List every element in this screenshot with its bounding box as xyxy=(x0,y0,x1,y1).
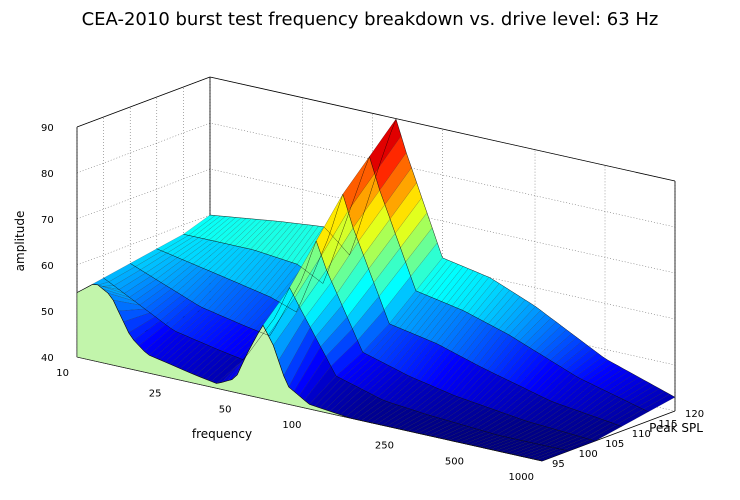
x-tick-label: 50 xyxy=(219,404,232,415)
ticks-layer: 10 25 50 100 250 500 1000 95 100 105 110 115 120 40 50… xyxy=(41,123,704,483)
z-gridline xyxy=(76,214,676,320)
axis-box-edge xyxy=(76,76,211,128)
z-gridline xyxy=(76,168,676,274)
z-tick-label: 60 xyxy=(41,261,54,272)
surface-layer xyxy=(76,118,676,462)
series-trace xyxy=(209,118,676,398)
x-tick-label: 25 xyxy=(149,389,162,400)
z-tick-label: 40 xyxy=(41,353,54,364)
grid-layer xyxy=(76,76,676,462)
x-tick-label: 1000 xyxy=(509,472,534,483)
x-tick-label: 10 xyxy=(56,368,69,379)
z-tick-label: 70 xyxy=(41,215,54,226)
series-trace xyxy=(183,155,649,413)
z-axis-label: amplitude xyxy=(13,211,27,272)
x-tick-label: 250 xyxy=(375,441,394,452)
y-tick-label: 115 xyxy=(658,419,677,430)
z-tick-label: 90 xyxy=(41,123,54,134)
axis-box-edge xyxy=(209,76,676,182)
y-tick-label: 105 xyxy=(605,439,624,450)
y-tick-label: 95 xyxy=(552,459,565,470)
z-tick-label: 80 xyxy=(41,169,54,180)
x-axis-label: frequency xyxy=(192,427,252,441)
series-trace xyxy=(130,240,596,442)
series-trace xyxy=(76,284,543,462)
series-trace xyxy=(156,193,622,427)
chart-title: CEA-2010 burst test frequency breakdown … xyxy=(82,9,659,30)
x-tick-label: 500 xyxy=(445,456,464,467)
x-tick-label: 100 xyxy=(282,420,301,431)
z-gridline xyxy=(76,122,676,228)
series-trace xyxy=(103,277,569,452)
y-tick-label: 100 xyxy=(579,449,598,460)
y-axis-label: Peak SPL xyxy=(649,421,703,435)
y-tick-label: 110 xyxy=(632,429,651,440)
y-tick-label: 120 xyxy=(685,409,704,420)
z-tick-label: 50 xyxy=(41,307,54,318)
